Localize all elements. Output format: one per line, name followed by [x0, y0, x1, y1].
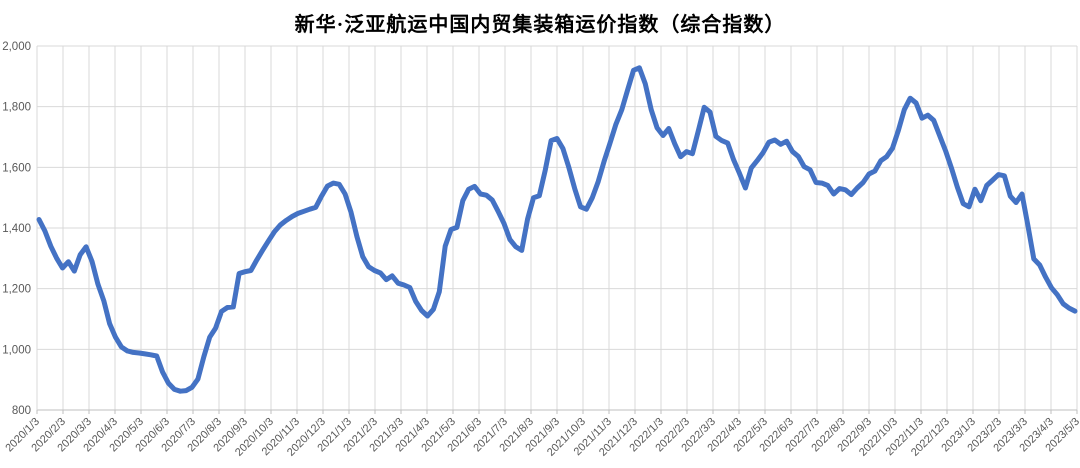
- y-axis-label: 1,000: [2, 344, 31, 356]
- y-axis-label: 1,400: [2, 223, 31, 235]
- series-line-composite-index: [36, 65, 1078, 394]
- series-group: [36, 65, 1078, 394]
- y-axis-label: 1,800: [2, 102, 31, 114]
- y-axis-label: 1,200: [2, 284, 31, 296]
- chart-title: 新华·泛亚航运中国内贸集装箱运价指数（综合指数）: [294, 14, 786, 36]
- y-axis-label: 1,600: [2, 162, 31, 174]
- y-axis-label: 2,000: [2, 41, 31, 53]
- gridlines: [36, 45, 1078, 411]
- axes: [36, 46, 1078, 414]
- y-axis-label: 800: [12, 405, 31, 417]
